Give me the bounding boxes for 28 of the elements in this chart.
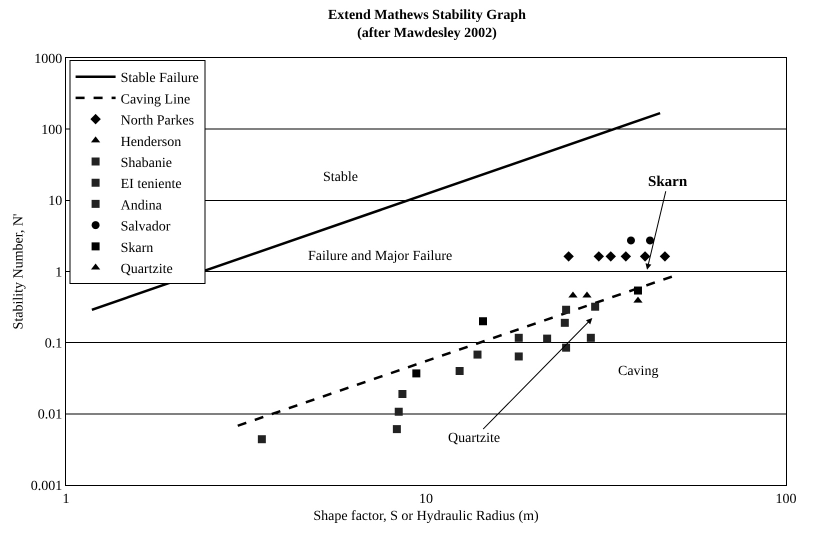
legend-label: Salvador (120, 220, 171, 235)
annotation: Quartzite (448, 431, 500, 446)
y-tick-label: 0.01 (38, 408, 62, 423)
y-axis-title: Stability Number, N' (11, 214, 26, 330)
legend-label: North Parkes (120, 114, 194, 129)
legend-label: Caving Line (120, 92, 190, 108)
legend-label: Henderson (120, 134, 182, 150)
chart-title: Extend Mathews Stability Graph (328, 8, 526, 23)
y-tick-label: 1 (55, 265, 62, 280)
y-tick-label: 100 (41, 123, 62, 138)
y-tick-label: 0.1 (44, 336, 62, 352)
annotation: Skarn (648, 174, 688, 190)
x-tick-label: 10 (419, 492, 433, 507)
y-tick-label: 10 (48, 194, 62, 210)
legend-label: EI teniente (120, 177, 182, 192)
annotation: Failure and Major Failure (308, 249, 452, 264)
y-tick-label: 1000 (34, 52, 62, 67)
annotation: Stable (323, 170, 358, 185)
legend-label: Andina (120, 198, 163, 214)
annotation: Caving (618, 364, 658, 379)
x-tick-label: 100 (776, 492, 796, 507)
chart-subtitle: (after Mawdesley 2002) (357, 26, 498, 41)
legend-label: Skarn (120, 240, 154, 256)
legend-label: Quartzite (120, 262, 173, 277)
legend-label: Stable Failure (120, 71, 199, 86)
legend-label: Shabanie (120, 156, 172, 171)
y-tick-label: 0.001 (30, 478, 62, 494)
x-axis-title: Shape factor, S or Hydraulic Radius (m) (313, 509, 539, 524)
